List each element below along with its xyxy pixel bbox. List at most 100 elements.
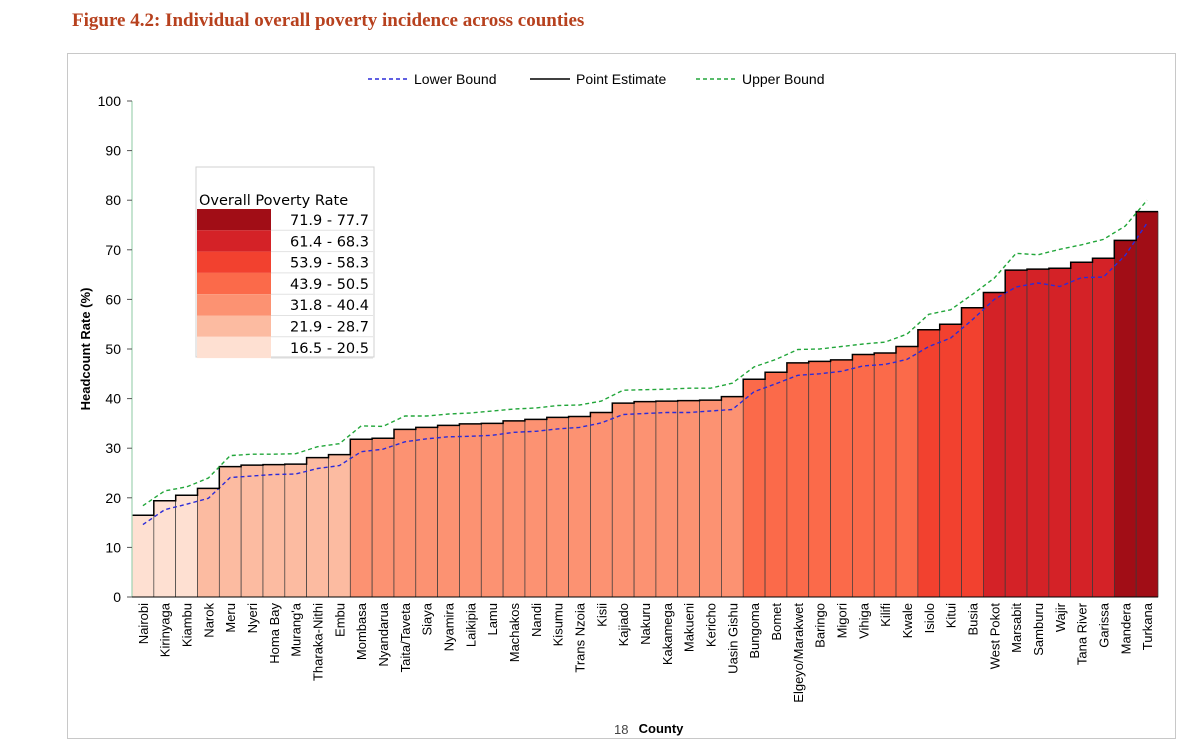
bar-turkana: [1135, 211, 1159, 598]
x-axis-title: County: [639, 721, 685, 736]
bar-migori: [830, 359, 853, 598]
y-tick-label: 20: [105, 490, 121, 506]
bar-taita-taveta: [393, 429, 417, 598]
page-number: 18: [614, 722, 629, 737]
color-legend-range: 61.4 - 68.3: [290, 234, 369, 250]
bar-mandera: [1113, 240, 1137, 598]
color-legend-swatch: [197, 251, 271, 273]
bar-kwale: [895, 346, 919, 598]
x-tick-label: Nairobi: [136, 603, 151, 644]
x-tick-label: Kirinyaga: [158, 602, 173, 657]
x-tick-label: Kwale: [900, 603, 915, 638]
bar-kisii: [590, 412, 613, 598]
bar-meru: [218, 466, 242, 598]
y-tick-label: 90: [105, 143, 121, 159]
x-tick-label: Machakos: [507, 603, 522, 663]
bar-kilifi: [873, 352, 897, 598]
x-tick-label: Homa Bay: [267, 603, 282, 664]
x-tick-label: Kakamega: [660, 602, 675, 665]
x-tick-label: Kericho: [703, 603, 718, 647]
bar-garissa: [1092, 257, 1115, 598]
bar-kericho: [699, 399, 722, 598]
poverty-chart: 0 10 20 30 40 50 60 70 80 90 100 Headcount Rate (%)…: [78, 71, 1159, 736]
x-tick-label: Kisumu: [551, 603, 566, 646]
chart-container: 0 10 20 30 40 50 60 70 80 90 100 Headcount Rate (%)…: [67, 53, 1176, 739]
bar-wajir: [1048, 267, 1072, 598]
x-tick-label: Elgeyo/Marakwet: [791, 603, 806, 703]
x-tick-label: Nyeri: [245, 603, 260, 633]
x-tick-label: Embu: [332, 603, 347, 637]
color-legend-swatch: [197, 336, 271, 359]
x-tick-label: Samburu: [1031, 603, 1046, 656]
bar-elgeyo-marakwet: [786, 362, 810, 598]
color-legend-title: Overall Poverty Rate: [199, 193, 348, 209]
bar-laikipia: [459, 423, 482, 598]
x-tick-label: Siaya: [420, 602, 435, 635]
bar-nyandarua: [371, 437, 395, 598]
bar-makueni: [677, 400, 700, 598]
x-tick-label: Mandera: [1118, 602, 1133, 654]
color-legend-range: 53.9 - 58.3: [290, 256, 369, 272]
color-legend-swatch: [197, 209, 271, 231]
x-tick-label: Narok: [201, 603, 216, 638]
x-tick-label: Nandi: [529, 603, 544, 637]
bar-baringo: [808, 361, 831, 598]
y-axis-title: Headcount Rate (%): [78, 288, 93, 411]
x-tick-label: Uasin Gishu: [725, 603, 740, 674]
y-tick-label: 40: [105, 391, 121, 407]
x-tick-label: West Pokot: [987, 603, 1002, 670]
x-tick-label: Meru: [223, 603, 238, 633]
bar-marsabit: [1004, 269, 1028, 598]
x-tick-label: Nyandarua: [376, 602, 391, 666]
series-line-upper-bound: [142, 199, 1148, 507]
bar-embu: [328, 454, 351, 598]
x-tick-label: Kajiado: [616, 603, 631, 646]
x-tick-label: Makueni: [682, 603, 697, 652]
legend-label: Point Estimate: [576, 71, 666, 87]
x-tick-label: Busia: [965, 602, 980, 635]
bar-kajiado: [611, 402, 635, 598]
y-tick-label: 30: [105, 440, 121, 456]
x-tick-label: Lamu: [485, 603, 500, 636]
x-tick-label: Vihiga: [856, 602, 871, 639]
bar-nyamira: [437, 425, 460, 598]
series-line-point-estimate: [132, 210, 1158, 516]
x-tick-label: Murang'a: [289, 602, 304, 657]
color-legend-range: 43.9 - 50.5: [290, 277, 369, 293]
bar-bomet: [764, 371, 788, 598]
x-tick-label: Nyamira: [442, 602, 457, 651]
x-tick-label: Kilifi: [878, 603, 893, 627]
bar-west-pokot: [983, 292, 1006, 598]
bar-isiolo: [917, 329, 941, 598]
bar-kitui: [939, 323, 962, 598]
color-legend-range: 21.9 - 28.7: [290, 320, 369, 336]
color-legend-swatch: [197, 272, 271, 295]
color-legend-swatch: [197, 294, 271, 316]
x-tick-label: Marsabit: [1009, 603, 1024, 653]
y-tick-label: 0: [113, 589, 121, 605]
bar-narok: [197, 488, 220, 598]
y-tick-label: 70: [105, 242, 121, 258]
x-tick-label: Kitui: [944, 603, 959, 628]
bar-nairobi: [131, 514, 155, 598]
bar-samburu: [1026, 268, 1050, 598]
color-legend-swatch: [197, 315, 271, 337]
x-tick-label: Migori: [834, 603, 849, 639]
x-tick-label: Tharaka-Nithi: [311, 603, 326, 681]
bar-siaya: [415, 427, 438, 598]
y-tick-label: 10: [105, 539, 121, 555]
bar-vihiga: [852, 354, 875, 598]
legend-label: Upper Bound: [742, 71, 825, 87]
x-tick-label: Turkana: [1140, 602, 1155, 650]
x-tick-label: Baringo: [813, 603, 828, 648]
y-tick-label: 60: [105, 291, 121, 307]
bar-uasin-gishu: [721, 396, 744, 598]
series-line-lower-bound: [142, 222, 1148, 526]
x-tick-label: Bungoma: [747, 602, 762, 658]
x-tick-label: Tana River: [1075, 602, 1090, 665]
bar-lamu: [480, 423, 504, 598]
bar-nakuru: [633, 401, 657, 598]
bar-machakos: [502, 420, 526, 598]
x-tick-label: Nakuru: [638, 603, 653, 645]
bar-nandi: [524, 419, 548, 598]
